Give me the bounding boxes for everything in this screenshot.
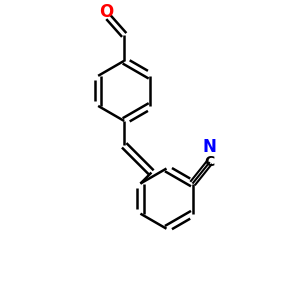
Text: O: O: [99, 3, 113, 21]
Text: N: N: [203, 138, 217, 156]
Text: C: C: [205, 155, 215, 169]
